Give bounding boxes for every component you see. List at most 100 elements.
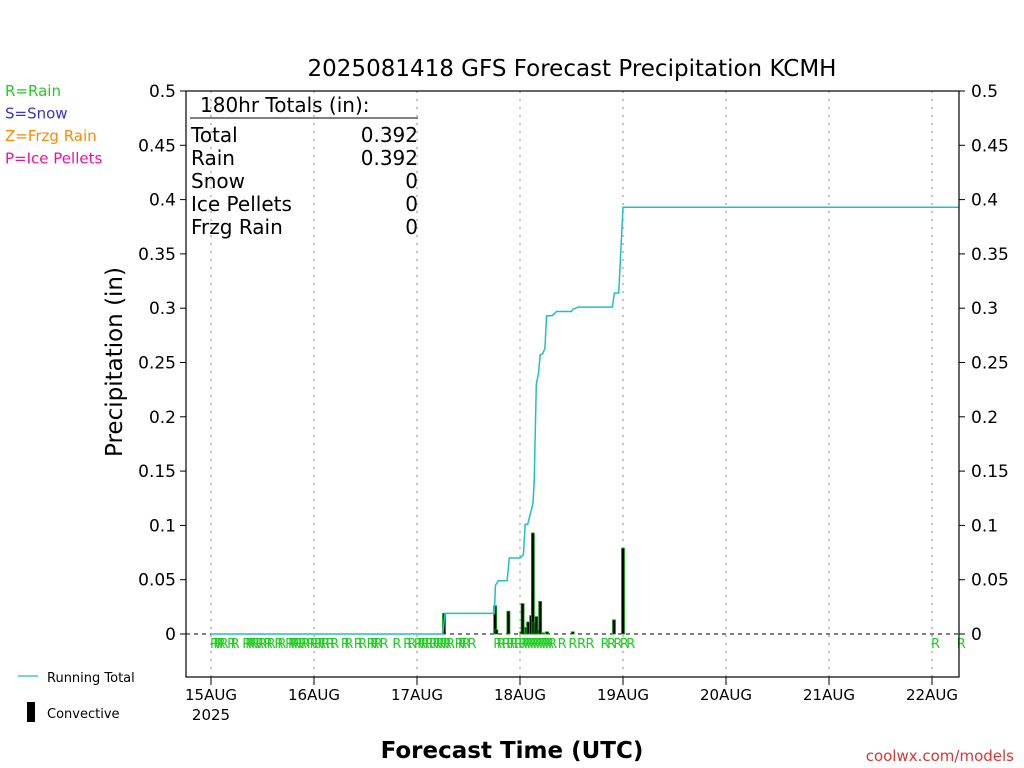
y-tick-label-right: 0.45 <box>971 136 1009 156</box>
ptype-marker: R <box>294 637 303 652</box>
ptype-marker: R <box>277 637 286 652</box>
ptype-legend-item: Z=Frzg Rain <box>5 127 97 145</box>
precip-bar <box>570 631 575 635</box>
ptype-marker: R <box>421 637 430 652</box>
ptype-marker: R <box>358 637 367 652</box>
totals-row-value: 0 <box>405 215 418 239</box>
y-tick-label-right: 0.2 <box>971 408 998 428</box>
x-tick-label: 21AUG <box>803 686 855 704</box>
totals-row-value: 0.392 <box>361 146 418 170</box>
ptype-marker: R <box>521 637 530 652</box>
ptype-marker: R <box>931 637 940 652</box>
y-axis-ticks: 0 00.05 0.050.1 0.10.15 0.150.2 0.20.25 0.250.… <box>138 82 1009 645</box>
x-tick-label: 22AUG <box>906 686 958 704</box>
y-tick-label-left: 0 <box>165 625 176 645</box>
ptype-marker: R <box>370 637 379 652</box>
ptype-marker: R <box>251 637 260 652</box>
y-axis-label: Precipitation (in) <box>102 267 128 457</box>
ptype-marker: R <box>213 637 222 652</box>
ptype-marker: R <box>455 637 464 652</box>
ptype-marker: R <box>314 637 323 652</box>
ptype-marker: R <box>374 637 383 652</box>
ptype-marker: R <box>542 637 551 652</box>
ptype-marker: R <box>210 637 219 652</box>
ptype-marker: R <box>429 637 438 652</box>
precip-bar <box>545 631 549 635</box>
precip-bar <box>530 532 535 635</box>
ptype-marker: R <box>607 637 616 652</box>
running-total-line <box>211 206 959 635</box>
ptype-marker: R <box>298 637 307 652</box>
ptype-marker: R <box>524 637 533 652</box>
precip-bar <box>520 603 525 635</box>
ptype-marker: R <box>326 637 335 652</box>
ptype-marker: R <box>527 637 536 652</box>
precip-bar <box>541 632 546 635</box>
x-tick-label: 18AUG <box>494 686 546 704</box>
totals-row-label: Rain <box>191 146 235 170</box>
x-tick-label: 19AUG <box>597 686 649 704</box>
ptype-marker: R <box>601 637 610 652</box>
ptype-legend-item: S=Snow <box>5 105 68 123</box>
ptype-marker: R <box>548 637 557 652</box>
ptype-marker: R <box>407 637 416 652</box>
ptype-marker: R <box>510 637 519 652</box>
ptype-marker: R <box>219 637 228 652</box>
ptype-marker: R <box>497 637 506 652</box>
ptype-marker: R <box>245 637 254 652</box>
totals-row-label: Frzg Rain <box>191 215 283 239</box>
plot-frame <box>185 90 960 678</box>
precip-bar <box>494 629 499 635</box>
x-axis-label: Forecast Time (UTC) <box>381 738 644 764</box>
x-axis-ticks: 15AUG 16AUG 17AUG 18AUG 19AUG 20AUG 21AUG 22AUG… <box>185 677 958 724</box>
x-tick-label: 16AUG <box>288 686 340 704</box>
ptype-marker: R <box>518 637 527 652</box>
ptype-marker: R <box>242 637 251 652</box>
ptype-marker: R <box>417 637 426 652</box>
y-tick-label-right: 0.35 <box>971 245 1009 265</box>
ptype-marker: R <box>341 637 350 652</box>
ptype-marker: R <box>539 637 548 652</box>
ptype-marker: R <box>514 637 523 652</box>
ptype-marker: R <box>530 637 539 652</box>
ptype-marker: R <box>502 637 511 652</box>
totals-box: 180hr Totals (in): Total 0.392 Rain 0.392 Sn… <box>190 93 418 239</box>
totals-header: 180hr Totals (in): <box>200 93 370 117</box>
ptype-legend-item: R=Rain <box>5 82 61 100</box>
ptype-marker: R <box>586 637 595 652</box>
ptype-marker: R <box>468 637 477 652</box>
ptype-marker: R <box>626 637 635 652</box>
ptype-marker: R <box>264 637 273 652</box>
precip-bar <box>526 621 531 635</box>
ptype-marker: R <box>216 637 225 652</box>
ptype-marker: R <box>321 637 330 652</box>
y-tick-label-left: 0.15 <box>138 462 176 482</box>
totals-row-value: 0 <box>405 169 418 193</box>
convective-legend-label: Convective <box>47 707 120 722</box>
y-tick-label-right: 0.1 <box>971 516 998 536</box>
ptype-marker: R <box>344 637 353 652</box>
ptype-marker: R <box>620 637 629 652</box>
ptype-marker: R <box>380 637 389 652</box>
ptype-marker: R <box>317 637 326 652</box>
totals-row-label: Snow <box>191 169 245 193</box>
ptype-marker: R <box>354 637 363 652</box>
ptype-marker: R <box>577 637 586 652</box>
ptype-marker: R <box>285 637 294 652</box>
convective-legend-swatch <box>27 702 35 722</box>
ptype-marker: R <box>446 637 455 652</box>
precip-bar <box>538 601 543 635</box>
y-tick-label-right: 0.15 <box>971 462 1009 482</box>
y-tick-label-left: 0.5 <box>149 82 176 102</box>
y-tick-label-left: 0.35 <box>138 245 176 265</box>
y-tick-label-left: 0.45 <box>138 136 176 156</box>
ptype-marker: R <box>414 637 423 652</box>
ptype-marker: R <box>367 637 376 652</box>
y-tick-label-right: 0.05 <box>971 571 1009 591</box>
running-total-legend-label: Running Total <box>47 671 135 686</box>
totals-row-label: Ice Pellets <box>191 192 292 216</box>
ptype-marker: R <box>307 637 316 652</box>
ptype-marker: R <box>432 637 441 652</box>
